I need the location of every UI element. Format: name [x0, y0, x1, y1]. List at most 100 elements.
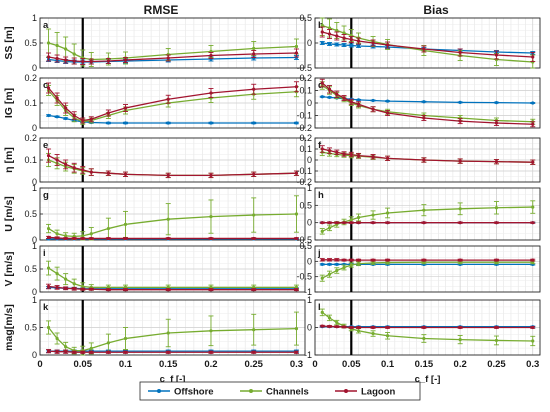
panel-k: 0 0.5 1 mag[m/s] k — [3, 295, 306, 360]
data-point — [349, 37, 353, 42]
y-axis-label: IG [m] — [3, 88, 15, 118]
data-point — [349, 258, 353, 262]
data-point — [356, 39, 361, 43]
data-point — [458, 258, 462, 262]
data-point — [72, 350, 76, 354]
data-point — [123, 288, 128, 292]
y-tick-label: 0.5 — [24, 38, 37, 48]
data-point — [81, 236, 85, 241]
data-point — [327, 262, 332, 266]
data-point — [64, 116, 68, 121]
data-point — [55, 43, 59, 48]
data-point — [371, 325, 375, 330]
data-point — [294, 350, 299, 354]
x-tick-label: 0.1 — [381, 359, 395, 370]
data-point — [64, 236, 68, 241]
panel-e: 0 0.1 0.2 η [m] e — [3, 133, 306, 187]
data-point — [422, 158, 426, 162]
legend-label: Offshore — [174, 387, 214, 398]
series-line — [48, 90, 297, 123]
data-point — [320, 23, 324, 28]
x-tick-label: 0.25 — [244, 359, 263, 370]
y-tick-label: -0.5 — [296, 272, 312, 282]
data-point — [349, 43, 353, 48]
data-point — [335, 42, 339, 47]
data-point — [342, 36, 346, 40]
y-axis-label: η [m] — [3, 147, 15, 173]
data-point — [166, 56, 170, 60]
data-point — [342, 325, 346, 329]
data-point — [320, 147, 324, 151]
data-point — [123, 58, 128, 62]
data-point — [385, 111, 390, 115]
y-tick-label: -0.5 — [296, 235, 312, 245]
data-point — [55, 336, 59, 341]
y-tick-label: 0.2 — [299, 73, 312, 83]
data-point — [252, 172, 256, 176]
series-lagoon — [46, 349, 299, 354]
data-point — [252, 285, 256, 289]
data-point — [349, 221, 353, 225]
panel-g: 0 0.5 1 U [m/s] g — [3, 183, 306, 245]
y-tick-label: 0 — [32, 235, 37, 245]
data-point — [64, 286, 68, 290]
data-point — [385, 260, 390, 265]
data-point — [46, 41, 51, 45]
data-point — [166, 173, 170, 177]
panel-letter: l — [318, 302, 321, 313]
data-point — [371, 221, 375, 225]
x-axis-label: c_f [-] — [415, 374, 441, 385]
series-lagoon — [46, 283, 299, 292]
x-tick-label: 0.15 — [415, 359, 434, 370]
data-point — [166, 217, 170, 221]
data-point — [106, 341, 110, 345]
data-point — [371, 107, 375, 111]
data-point — [89, 346, 93, 350]
series-lagoon — [46, 81, 299, 124]
data-point — [46, 226, 51, 231]
y-tick-label: 0 — [32, 123, 37, 133]
data-point — [46, 266, 51, 270]
data-point — [422, 208, 426, 212]
data-point — [72, 113, 76, 118]
column-title-rmse: RMSE — [144, 3, 179, 17]
data-point — [64, 350, 68, 354]
data-point — [106, 121, 110, 125]
data-point — [166, 285, 170, 289]
data-point — [209, 288, 213, 292]
data-point — [385, 43, 390, 47]
data-point — [294, 285, 299, 289]
data-point — [349, 325, 353, 330]
series-line — [322, 24, 533, 63]
y-tick-label: 0.5 — [299, 200, 312, 210]
data-point — [81, 350, 85, 354]
data-point — [458, 221, 462, 225]
data-point — [422, 116, 426, 120]
data-point — [531, 101, 535, 105]
column-title-bias: Bias — [423, 3, 449, 17]
data-point — [385, 325, 390, 330]
data-point — [64, 277, 68, 281]
y-tick-label: 1 — [32, 183, 37, 193]
data-point — [64, 234, 68, 238]
data-point — [64, 106, 68, 110]
data-point — [531, 160, 535, 164]
y-tick-label: 0 — [307, 323, 312, 333]
legend-marker — [344, 389, 348, 393]
data-point — [342, 265, 346, 270]
x-tick-label: 0.3 — [290, 359, 303, 370]
y-axis-label: mag[m/s] — [3, 304, 15, 351]
panel-i: 0 0.5 1 V [m/s] i — [3, 241, 306, 297]
data-point — [89, 170, 93, 174]
data-point — [371, 258, 375, 262]
panel-letter: h — [318, 190, 324, 201]
data-point — [371, 261, 375, 265]
data-point — [327, 316, 332, 320]
x-axis-label: c_f [-] — [160, 374, 186, 385]
data-point — [422, 100, 426, 104]
data-point — [320, 229, 324, 233]
data-point — [81, 59, 85, 64]
data-point — [123, 285, 128, 289]
data-point — [106, 236, 110, 241]
x-tick-label: 0.2 — [454, 359, 467, 370]
